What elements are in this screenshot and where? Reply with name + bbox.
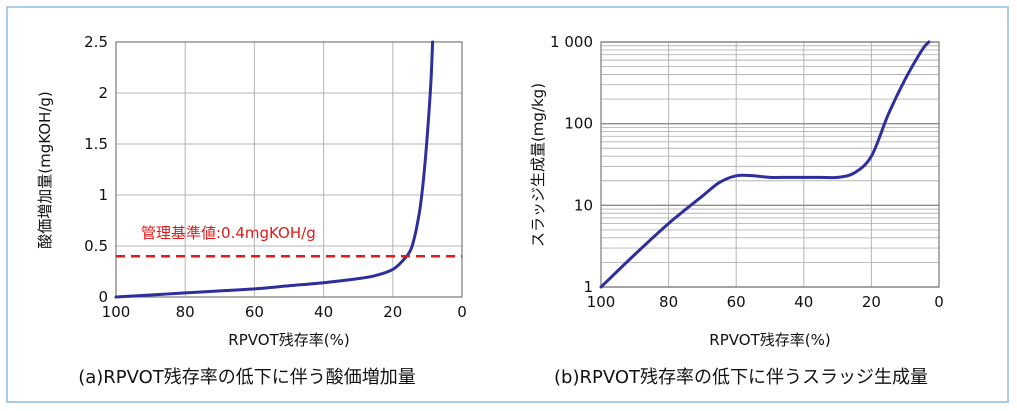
chart-a-x-tick-label: 0 <box>457 303 467 321</box>
chart-b-y-tick-label: 10 <box>574 196 593 214</box>
chart-a-y-tick-label: 2.5 <box>84 33 108 51</box>
chart-b-grid <box>600 41 940 288</box>
chart-acid-value: 0 0.5 1 1.5 2 2.5 100 80 60 40 20 0 管理基準値:0.4mgKOH… <box>36 33 467 388</box>
chart-a-x-ticks: 100 80 60 40 20 0 <box>102 303 467 321</box>
chart-b-caption: (b)RPVOT残存率の低下に伴うスラッジ生成量 <box>554 367 928 388</box>
chart-b-x-tick-label: 60 <box>727 293 746 311</box>
chart-a-y-tick-label: 1 <box>98 186 108 204</box>
chart-b-x-axis-label: RPVOT残存率(%) <box>709 331 830 349</box>
chart-a-grid <box>115 41 463 298</box>
chart-a-x-axis-label: RPVOT残存率(%) <box>228 331 349 349</box>
chart-b-x-ticks: 100 80 60 40 20 0 <box>587 293 944 311</box>
chart-b-x-tick-label: 100 <box>587 293 616 311</box>
chart-b-y-tick-label: 100 <box>564 115 593 133</box>
chart-a-reference: 管理基準値:0.4mgKOH/g <box>116 224 462 258</box>
chart-b-x-tick-label: 20 <box>862 293 881 311</box>
chart-b-y-axis-label: スラッジ生成量(mg/kg) <box>529 83 547 247</box>
chart-b-plot-frame <box>600 41 940 288</box>
chart-b-y-tick-label: 1 <box>583 278 593 296</box>
chart-a-series <box>114 40 435 299</box>
chart-a-x-tick-label: 80 <box>176 303 195 321</box>
chart-a-y-ticks: 0 0.5 1 1.5 2 2.5 <box>84 33 108 306</box>
chart-a-y-tick-label: 0 <box>98 288 108 306</box>
chart-b-x-tick-label: 80 <box>659 293 678 311</box>
chart-a-x-tick-label: 40 <box>314 303 333 321</box>
chart-a-x-tick-label: 100 <box>102 303 131 321</box>
chart-a-y-tick-label: 2 <box>98 84 108 102</box>
chart-a-caption: (a)RPVOT残存率の低下に伴う酸価増加量 <box>78 367 416 388</box>
chart-b-x-tick-label: 0 <box>934 293 944 311</box>
figure-frame <box>6 6 1009 403</box>
chart-sludge: 1 10 100 1 000 100 80 60 40 20 0 RPVOT残存率(%) スラッ… <box>529 33 944 388</box>
chart-b-series <box>599 40 931 289</box>
chart-a-y-axis-label: 酸価増加量(mgKOH/g) <box>36 91 54 249</box>
chart-b-plot-border <box>600 41 940 288</box>
chart-a-y-tick-label: 0.5 <box>84 237 108 255</box>
chart-a-plot-border <box>115 41 463 298</box>
chart-a-y-tick-label: 1.5 <box>84 135 108 153</box>
chart-b-y-ticks: 1 10 100 1 000 <box>550 33 593 296</box>
chart-b-series-line-0 <box>599 40 931 289</box>
chart-b-y-tick-label: 1 000 <box>550 33 593 51</box>
chart-a-plot-frame <box>115 41 463 298</box>
chart-a-threshold-label: 管理基準値:0.4mgKOH/g <box>141 224 316 242</box>
chart-a-series-line-0 <box>114 40 435 299</box>
chart-a-x-tick-label: 20 <box>383 303 402 321</box>
chart-a-x-tick-label: 60 <box>245 303 264 321</box>
chart-b-x-tick-label: 40 <box>794 293 813 311</box>
